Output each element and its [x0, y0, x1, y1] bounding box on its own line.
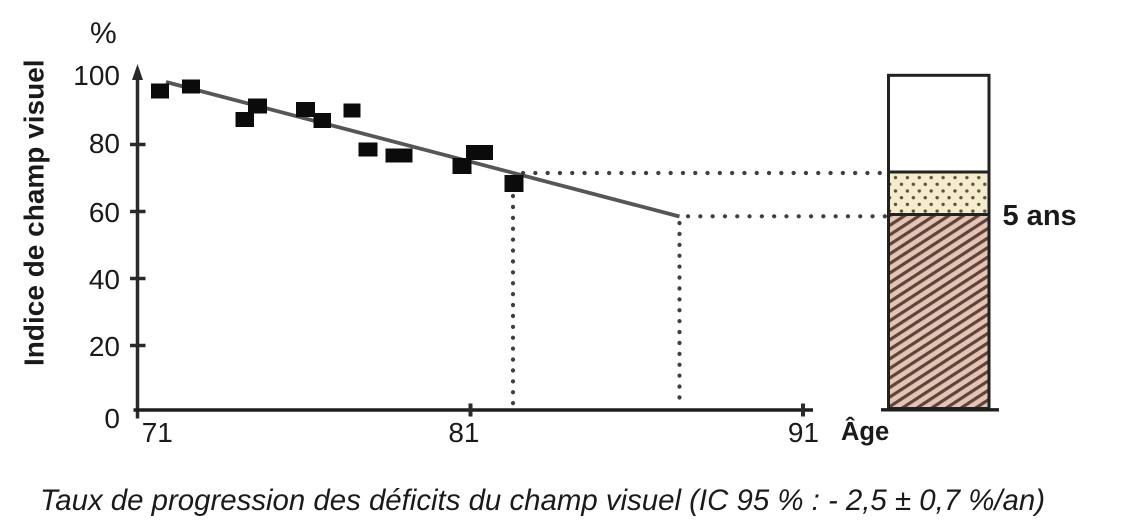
svg-text:20: 20 — [89, 331, 120, 362]
svg-text:60: 60 — [89, 197, 120, 228]
svg-text:71: 71 — [142, 417, 173, 448]
svg-text:%: % — [90, 17, 117, 50]
svg-text:80: 80 — [89, 128, 120, 159]
svg-text:5 ans: 5 ans — [1003, 200, 1077, 232]
svg-text:Âge: Âge — [841, 416, 889, 446]
svg-text:40: 40 — [89, 264, 120, 295]
svg-text:81: 81 — [448, 417, 479, 448]
svg-text:0: 0 — [104, 403, 120, 434]
svg-text:Taux de progression des défici: Taux de progression des déficits du cham… — [40, 484, 1045, 517]
svg-text:100: 100 — [73, 60, 120, 91]
svg-text:Indice de champ visuel: Indice de champ visuel — [19, 59, 50, 366]
svg-text:91: 91 — [788, 417, 819, 448]
